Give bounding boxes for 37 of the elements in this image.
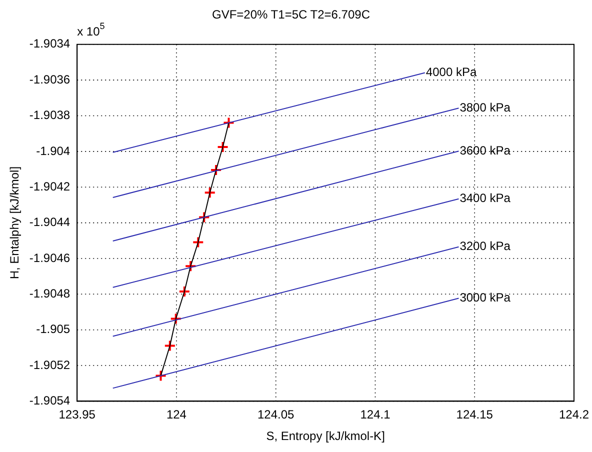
y-tick-label: -1.9046: [29, 250, 70, 265]
y-tick-label: -1.9038: [29, 108, 70, 122]
series-label: 3800 kPa: [460, 100, 511, 114]
series-label: 3200 kPa: [460, 239, 511, 254]
y-tick-label: -1.9042: [29, 179, 70, 194]
point: [170, 312, 182, 325]
point: [192, 236, 204, 248]
x-axis-title: S, Entropy [kJ/kmol-K]: [266, 429, 385, 444]
series-label: 4000 kPa: [426, 65, 477, 80]
point: [154, 370, 167, 382]
point: [184, 260, 197, 272]
series-label: 3000 kPa: [460, 290, 511, 305]
x-tick-label: 124.05: [258, 408, 295, 422]
y-tick-label: -1.9054: [29, 394, 70, 408]
y-tick-label: -1.9034: [29, 36, 70, 51]
y-axis-title: H, Entalphy [kJ/kmol]: [8, 166, 22, 280]
point: [198, 211, 210, 224]
y-tick-label: -1.9048: [29, 286, 70, 300]
series-label: 3600 kPa: [460, 143, 511, 158]
point: [178, 285, 190, 298]
x-tick-label: 123.95: [58, 408, 96, 422]
point: [222, 116, 235, 129]
y-tick-label: -1.9036: [29, 72, 70, 86]
y-tick-label: -1.9052: [29, 358, 70, 372]
chart-title: GVF=20% T1=5C T2=6.709C: [212, 8, 370, 22]
x-tick-label: 124.1: [360, 408, 391, 422]
y-tick-label: -1.9044: [29, 215, 70, 230]
x-tick-label: 124.15: [456, 408, 494, 422]
point: [164, 340, 176, 352]
series-label: 3400 kPa: [460, 191, 511, 206]
y-tick-label: -1.904: [36, 144, 70, 158]
y-tick-label: -1.905: [36, 322, 70, 336]
x-tick-label: 124: [166, 408, 187, 422]
point: [210, 164, 222, 176]
x-tick-label: 124.2: [558, 408, 590, 422]
point: [204, 186, 216, 199]
point: [216, 140, 229, 153]
